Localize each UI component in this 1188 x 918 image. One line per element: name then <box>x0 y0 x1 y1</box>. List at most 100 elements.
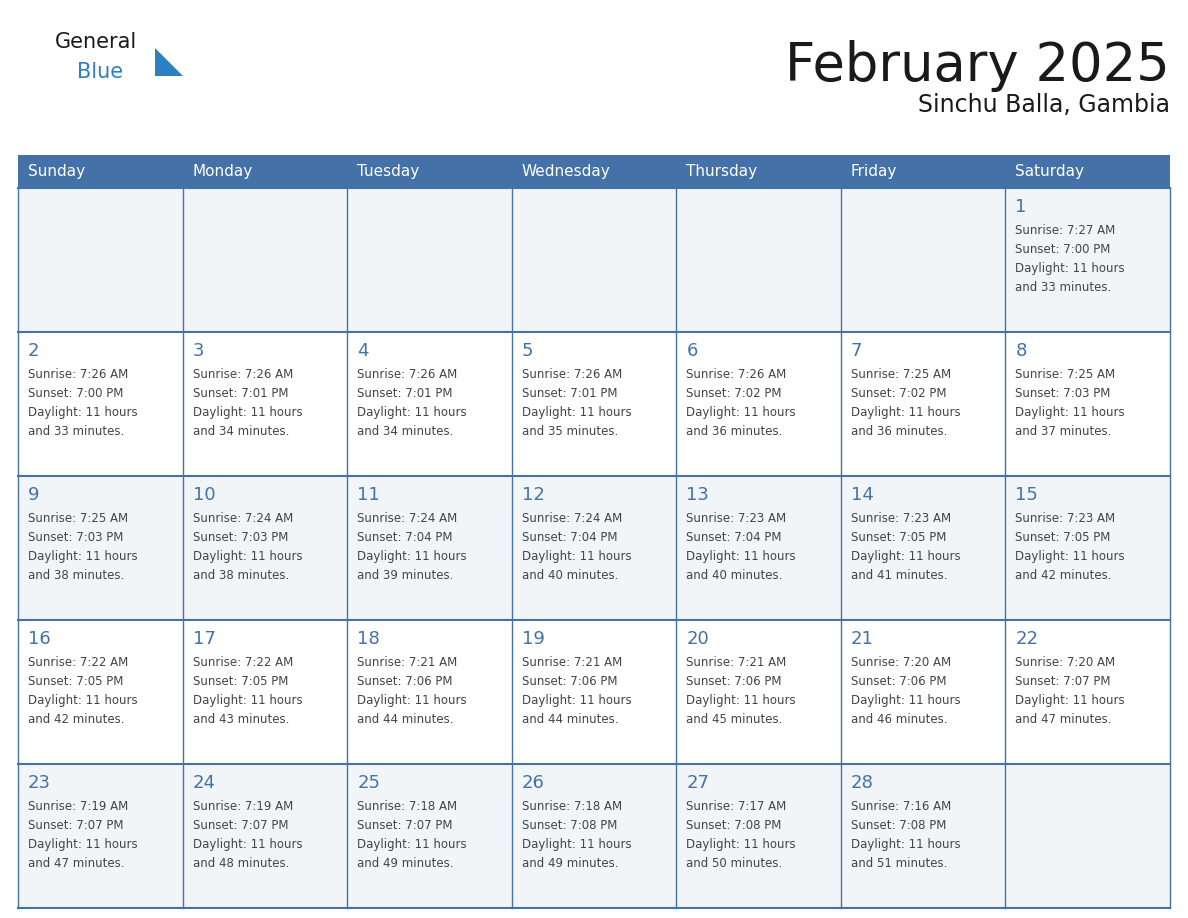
Text: 20: 20 <box>687 630 709 648</box>
Text: Thursday: Thursday <box>687 164 758 179</box>
Bar <box>18 155 1170 188</box>
Text: and 42 minutes.: and 42 minutes. <box>1016 569 1112 582</box>
Text: Daylight: 11 hours: Daylight: 11 hours <box>358 550 467 563</box>
Text: and 43 minutes.: and 43 minutes. <box>192 713 289 726</box>
Text: Friday: Friday <box>851 164 897 179</box>
Bar <box>18 620 1170 764</box>
Text: Sunset: 7:06 PM: Sunset: 7:06 PM <box>358 675 453 688</box>
Text: Sunset: 7:03 PM: Sunset: 7:03 PM <box>192 531 287 544</box>
Text: 8: 8 <box>1016 342 1026 360</box>
Polygon shape <box>154 48 183 76</box>
Text: Daylight: 11 hours: Daylight: 11 hours <box>192 838 302 851</box>
Text: Daylight: 11 hours: Daylight: 11 hours <box>851 838 960 851</box>
Text: and 50 minutes.: and 50 minutes. <box>687 857 783 870</box>
Text: Daylight: 11 hours: Daylight: 11 hours <box>851 550 960 563</box>
Text: 11: 11 <box>358 486 380 504</box>
Text: Tuesday: Tuesday <box>358 164 419 179</box>
Text: Daylight: 11 hours: Daylight: 11 hours <box>29 406 138 419</box>
Text: Daylight: 11 hours: Daylight: 11 hours <box>1016 550 1125 563</box>
Text: Daylight: 11 hours: Daylight: 11 hours <box>687 406 796 419</box>
Text: General: General <box>55 32 138 52</box>
Text: 17: 17 <box>192 630 215 648</box>
Text: 14: 14 <box>851 486 873 504</box>
Text: Sunset: 7:05 PM: Sunset: 7:05 PM <box>29 675 124 688</box>
Text: Sunrise: 7:23 AM: Sunrise: 7:23 AM <box>1016 512 1116 525</box>
Text: and 47 minutes.: and 47 minutes. <box>29 857 125 870</box>
Text: and 33 minutes.: and 33 minutes. <box>1016 281 1112 294</box>
Text: and 49 minutes.: and 49 minutes. <box>358 857 454 870</box>
Text: and 48 minutes.: and 48 minutes. <box>192 857 289 870</box>
Text: Sunrise: 7:21 AM: Sunrise: 7:21 AM <box>358 656 457 669</box>
Text: 5: 5 <box>522 342 533 360</box>
Text: Daylight: 11 hours: Daylight: 11 hours <box>29 838 138 851</box>
Text: Daylight: 11 hours: Daylight: 11 hours <box>358 838 467 851</box>
Text: Sunrise: 7:26 AM: Sunrise: 7:26 AM <box>687 368 786 381</box>
Text: Sunrise: 7:18 AM: Sunrise: 7:18 AM <box>358 800 457 813</box>
Text: Sunset: 7:01 PM: Sunset: 7:01 PM <box>358 387 453 400</box>
Text: February 2025: February 2025 <box>785 40 1170 92</box>
Text: 16: 16 <box>29 630 51 648</box>
Text: and 36 minutes.: and 36 minutes. <box>851 425 947 438</box>
Text: Sunset: 7:04 PM: Sunset: 7:04 PM <box>358 531 453 544</box>
Text: Daylight: 11 hours: Daylight: 11 hours <box>687 838 796 851</box>
Text: Sunday: Sunday <box>29 164 86 179</box>
Text: Daylight: 11 hours: Daylight: 11 hours <box>687 694 796 707</box>
Text: Sunset: 7:02 PM: Sunset: 7:02 PM <box>687 387 782 400</box>
Text: and 36 minutes.: and 36 minutes. <box>687 425 783 438</box>
Text: 13: 13 <box>687 486 709 504</box>
Text: 10: 10 <box>192 486 215 504</box>
Text: Sunset: 7:03 PM: Sunset: 7:03 PM <box>1016 387 1111 400</box>
Text: 28: 28 <box>851 774 873 792</box>
Text: and 44 minutes.: and 44 minutes. <box>358 713 454 726</box>
Text: and 45 minutes.: and 45 minutes. <box>687 713 783 726</box>
Text: and 49 minutes.: and 49 minutes. <box>522 857 618 870</box>
Text: Daylight: 11 hours: Daylight: 11 hours <box>522 406 631 419</box>
Text: Sunrise: 7:21 AM: Sunrise: 7:21 AM <box>687 656 786 669</box>
Text: Sunrise: 7:26 AM: Sunrise: 7:26 AM <box>522 368 623 381</box>
Text: Sunrise: 7:19 AM: Sunrise: 7:19 AM <box>192 800 292 813</box>
Text: Sunrise: 7:26 AM: Sunrise: 7:26 AM <box>29 368 128 381</box>
Text: and 46 minutes.: and 46 minutes. <box>851 713 947 726</box>
Text: and 35 minutes.: and 35 minutes. <box>522 425 618 438</box>
Text: Sunset: 7:07 PM: Sunset: 7:07 PM <box>192 819 287 832</box>
Bar <box>18 332 1170 476</box>
Text: 12: 12 <box>522 486 544 504</box>
Text: Sunset: 7:08 PM: Sunset: 7:08 PM <box>851 819 946 832</box>
Text: and 38 minutes.: and 38 minutes. <box>192 569 289 582</box>
Text: Sunset: 7:03 PM: Sunset: 7:03 PM <box>29 531 124 544</box>
Text: Saturday: Saturday <box>1016 164 1085 179</box>
Text: Daylight: 11 hours: Daylight: 11 hours <box>29 694 138 707</box>
Text: Sunrise: 7:23 AM: Sunrise: 7:23 AM <box>687 512 786 525</box>
Text: Sunrise: 7:20 AM: Sunrise: 7:20 AM <box>1016 656 1116 669</box>
Text: 15: 15 <box>1016 486 1038 504</box>
Text: Sunrise: 7:25 AM: Sunrise: 7:25 AM <box>851 368 950 381</box>
Text: Sunset: 7:05 PM: Sunset: 7:05 PM <box>192 675 287 688</box>
Text: and 40 minutes.: and 40 minutes. <box>687 569 783 582</box>
Text: Daylight: 11 hours: Daylight: 11 hours <box>851 406 960 419</box>
Text: Sunrise: 7:26 AM: Sunrise: 7:26 AM <box>358 368 457 381</box>
Text: and 44 minutes.: and 44 minutes. <box>522 713 618 726</box>
Text: Sunrise: 7:24 AM: Sunrise: 7:24 AM <box>522 512 623 525</box>
Text: Sunrise: 7:26 AM: Sunrise: 7:26 AM <box>192 368 292 381</box>
Text: Sunset: 7:04 PM: Sunset: 7:04 PM <box>522 531 618 544</box>
Text: Sunrise: 7:17 AM: Sunrise: 7:17 AM <box>687 800 786 813</box>
Text: Sunset: 7:01 PM: Sunset: 7:01 PM <box>522 387 618 400</box>
Text: Sunrise: 7:23 AM: Sunrise: 7:23 AM <box>851 512 950 525</box>
Text: and 34 minutes.: and 34 minutes. <box>358 425 454 438</box>
Text: and 38 minutes.: and 38 minutes. <box>29 569 125 582</box>
Text: 3: 3 <box>192 342 204 360</box>
Text: 4: 4 <box>358 342 368 360</box>
Text: 25: 25 <box>358 774 380 792</box>
Text: Sunrise: 7:19 AM: Sunrise: 7:19 AM <box>29 800 128 813</box>
Text: Sunset: 7:08 PM: Sunset: 7:08 PM <box>522 819 617 832</box>
Text: Sunrise: 7:24 AM: Sunrise: 7:24 AM <box>358 512 457 525</box>
Text: Sunset: 7:06 PM: Sunset: 7:06 PM <box>687 675 782 688</box>
Text: 9: 9 <box>29 486 39 504</box>
Text: 26: 26 <box>522 774 544 792</box>
Text: Sunset: 7:07 PM: Sunset: 7:07 PM <box>29 819 124 832</box>
Bar <box>18 188 1170 332</box>
Text: Sunrise: 7:27 AM: Sunrise: 7:27 AM <box>1016 224 1116 237</box>
Text: Sunset: 7:00 PM: Sunset: 7:00 PM <box>1016 243 1111 256</box>
Text: Daylight: 11 hours: Daylight: 11 hours <box>358 694 467 707</box>
Text: Daylight: 11 hours: Daylight: 11 hours <box>687 550 796 563</box>
